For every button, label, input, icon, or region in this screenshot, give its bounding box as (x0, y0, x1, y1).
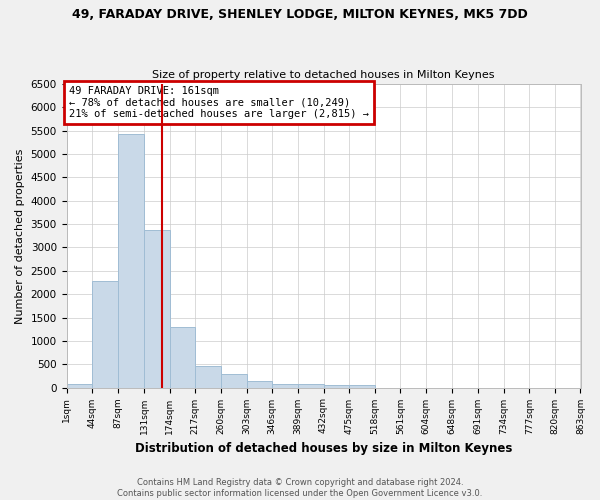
Bar (298, 384, 323, 388)
Bar (272, 384, 298, 388)
Bar (170, 327, 196, 388)
Bar (323, 385, 349, 388)
Bar (92, 281, 118, 388)
Bar (118, 134, 144, 388)
Text: 49 FARADAY DRIVE: 161sqm
← 78% of detached houses are smaller (10,249)
21% of se: 49 FARADAY DRIVE: 161sqm ← 78% of detach… (69, 86, 369, 119)
Y-axis label: Number of detached properties: Number of detached properties (15, 148, 25, 324)
Bar (247, 382, 272, 388)
Text: Contains HM Land Registry data © Crown copyright and database right 2024.
Contai: Contains HM Land Registry data © Crown c… (118, 478, 482, 498)
Bar (349, 385, 375, 388)
X-axis label: Distribution of detached houses by size in Milton Keynes: Distribution of detached houses by size … (135, 442, 512, 455)
Bar (196, 366, 221, 388)
Title: Size of property relative to detached houses in Milton Keynes: Size of property relative to detached ho… (152, 70, 495, 81)
Bar (67, 384, 92, 388)
Bar (221, 374, 247, 388)
Bar (144, 230, 170, 388)
Text: 49, FARADAY DRIVE, SHENLEY LODGE, MILTON KEYNES, MK5 7DD: 49, FARADAY DRIVE, SHENLEY LODGE, MILTON… (72, 8, 528, 20)
